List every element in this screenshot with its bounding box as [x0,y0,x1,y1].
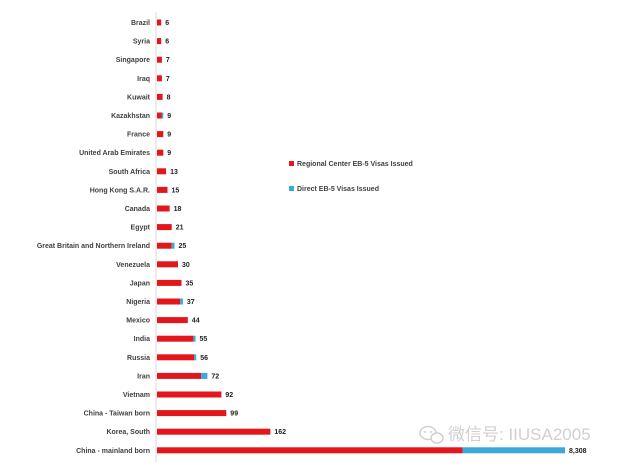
value-label: 9 [167,150,171,157]
legend-item-direct: Direct EB-5 Visas Issued [289,186,379,193]
bar-regional [157,224,172,231]
bar-direct [161,112,164,119]
value-label: 6 [165,20,169,27]
category-label: India [134,336,150,343]
value-label: 15 [172,187,180,194]
bar-regional [157,317,188,324]
value-label: 6 [165,39,169,46]
category-label: Korea, South [106,429,150,436]
bar-regional [157,131,164,138]
category-label: Vietnam [123,392,150,399]
bar-regional [157,38,162,45]
watermark: 微信号: IIUSA2005 [419,425,591,444]
bars-group [157,19,565,454]
legend-swatch-regional [289,161,294,166]
value-label: 72 [211,373,219,380]
category-label: Kazakhstan [111,113,150,120]
bar-regional [157,149,164,156]
legend-label-direct: Direct EB-5 Visas Issued [297,186,379,193]
value-label: 56 [200,355,208,362]
bar-direct [180,298,183,305]
value-label: 9 [167,132,171,139]
category-label: Hong Kong S.A.R. [90,187,150,194]
category-label: Brazil [131,20,150,27]
category-label: Venezuela [116,262,150,269]
category-label: China - Taiwan born [84,411,150,418]
category-label: Singapore [116,57,150,64]
legend-label-regional: Regional Center EB-5 Visas Issued [297,161,413,168]
value-label: 99 [230,411,238,418]
bar-regional [157,447,463,454]
value-label: 30 [182,262,190,269]
watermark-text: 微信号: IIUSA2005 [448,425,591,444]
bar-regional [157,391,222,398]
category-label: China - mainland born [76,448,150,455]
wechat-icon [419,425,444,444]
category-label: Iraq [137,76,150,83]
bar-direct [194,354,197,361]
category-label: Syria [133,39,150,46]
category-label: Iran [137,373,150,380]
value-label: 8 [167,94,171,101]
category-label: Great Britain and Northern Ireland [37,243,150,250]
bar-regional [157,428,271,435]
value-label: 35 [186,280,194,287]
bar-regional [157,19,162,26]
legend: Regional Center EB-5 Visas Issued Direct… [289,161,413,193]
value-label: 37 [187,299,195,306]
value-label: 92 [225,392,233,399]
bar-direct [193,335,196,342]
bar-regional [157,75,162,82]
category-label: France [127,132,150,139]
bar-regional [157,410,227,417]
value-labels: 6677899913151821253035374455567292991628… [165,20,586,455]
bar-regional [157,168,167,175]
bar-regional [157,335,194,342]
bar-regional [157,372,202,379]
category-label: Canada [125,206,150,213]
value-label: 9 [167,113,171,120]
bar-regional [157,93,163,100]
category-label: Nigeria [126,299,150,306]
value-label: 44 [192,318,200,325]
bar-regional [157,242,172,249]
bar-regional [157,354,195,361]
value-label: 21 [176,225,184,232]
value-label: 7 [166,57,170,64]
value-label: 8,308 [569,448,587,455]
value-label: 55 [200,336,208,343]
value-label: 25 [179,243,187,250]
bar-direct [201,372,208,379]
category-label: Mexico [126,318,150,325]
bar-regional [157,56,162,63]
value-label: 7 [166,76,170,83]
category-label: South Africa [109,169,150,176]
legend-swatch-direct [289,186,294,191]
bar-regional [157,279,182,286]
bar-regional [157,261,178,268]
value-label: 162 [274,429,286,436]
value-label: 18 [174,206,182,213]
bar-direct [462,447,565,454]
bar-regional [157,186,168,193]
category-label: Kuwait [127,94,151,101]
bar-regional [157,205,170,212]
bar-regional [157,112,162,119]
value-label: 13 [170,169,178,176]
category-label: Japan [130,280,150,287]
category-labels: Brazil Syria Singapore Iraq Kuwait Kazakhstan… [37,20,151,455]
bar-direct [171,242,175,249]
legend-item-regional: Regional Center EB-5 Visas Issued [289,161,413,168]
category-label: Russia [127,355,150,362]
category-label: United Arab Emirates [79,150,150,157]
category-label: Egypt [131,225,151,232]
bar-regional [157,298,181,305]
